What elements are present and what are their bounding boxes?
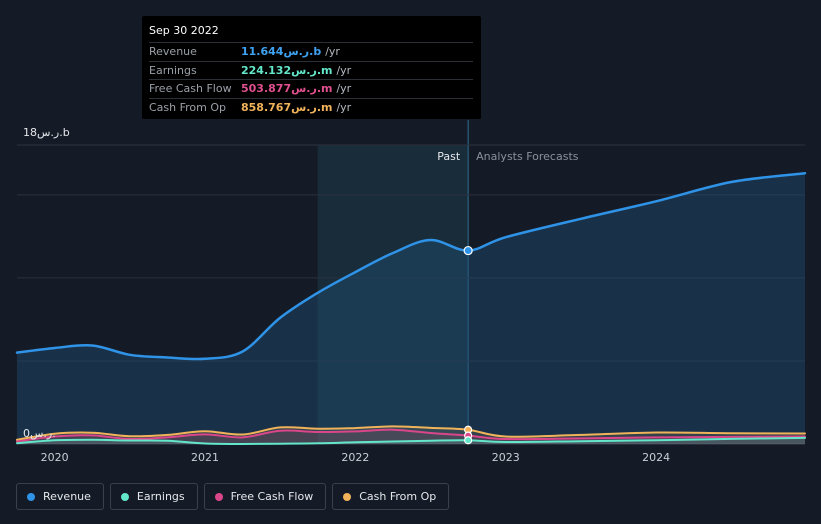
hover-tooltip: Sep 30 2022 Revenue 11.644ر.س.b /yr Earn…	[142, 16, 481, 119]
tooltip-unit: /yr	[336, 63, 352, 77]
tooltip-value: 503.877ر.س.m	[241, 82, 333, 95]
x-tick-label-2020: 2020	[41, 451, 69, 464]
legend-dot-icon	[27, 492, 35, 501]
legend-item-cash-from-op[interactable]: Cash From Op	[332, 483, 450, 510]
data-point-marker-revenue	[463, 245, 473, 256]
analysts-forecasts-label: Analysts Forecasts	[476, 150, 579, 163]
data-point-marker-earnings	[464, 436, 473, 445]
legend-dot-icon	[343, 492, 352, 501]
legend-item-earnings[interactable]: Earnings	[109, 483, 198, 510]
series-line-earnings	[16, 436, 806, 446]
x-tick-label-2021: 2021	[191, 451, 219, 464]
legend-label: Cash From Op	[359, 490, 437, 503]
legend-dot-icon	[214, 492, 223, 501]
series-area-earnings	[17, 437, 805, 444]
tooltip-unit: /yr	[336, 82, 352, 95]
legend-item-revenue[interactable]: Revenue	[16, 483, 104, 510]
legend-label: Earnings	[136, 490, 185, 503]
tooltip-row-cash-from-op: Cash From Op 858.767ر.س.m /yr	[149, 97, 473, 117]
legend-label: Free Cash Flow	[230, 490, 314, 503]
series-line-revenue	[15, 171, 807, 361]
tooltip-unit: /yr	[325, 45, 340, 58]
legend-dot-icon	[120, 492, 129, 501]
series-line-cash-from-op	[16, 425, 806, 441]
y-axis-zero-label: 0ر.س.	[23, 427, 56, 440]
tooltip-label: Earnings	[149, 63, 197, 77]
tooltip-row-earnings: Earnings 224.132ر.س.m /yr	[149, 60, 473, 80]
tooltip-label: Free Cash Flow	[149, 82, 232, 95]
tooltip-label: Revenue	[149, 45, 197, 58]
tooltip-date: Sep 30 2022	[149, 24, 219, 37]
tooltip-label: Cash From Op	[149, 100, 227, 114]
x-tick-label-2023: 2023	[492, 451, 520, 464]
series-area-revenue	[17, 173, 805, 444]
tooltip-row-revenue: Revenue 11.644ر.س.b /yr	[149, 42, 473, 61]
legend-label: Revenue	[43, 490, 91, 503]
tooltip-row-free-cash-flow: Free Cash Flow 503.877ر.س.m /yr	[149, 79, 473, 98]
tooltip-value: 858.767ر.س.m	[241, 100, 333, 114]
y-axis-max-label: 18ر.س.b	[23, 126, 70, 139]
tooltip-value: 11.644ر.س.b	[241, 45, 322, 58]
tooltip-unit: /yr	[336, 100, 352, 114]
past-label: Past	[437, 150, 461, 163]
chart-legend: Revenue Earnings Free Cash Flow Cash Fro…	[16, 483, 450, 510]
legend-item-free-cash-flow[interactable]: Free Cash Flow	[203, 483, 327, 510]
x-tick-label-2024: 2024	[642, 451, 670, 464]
tooltip-value: 224.132ر.س.m	[241, 63, 333, 77]
series-area-cash-from-op	[17, 426, 805, 444]
series-line-free-cash-flow	[16, 428, 806, 443]
x-tick-label-2022: 2022	[341, 451, 369, 464]
